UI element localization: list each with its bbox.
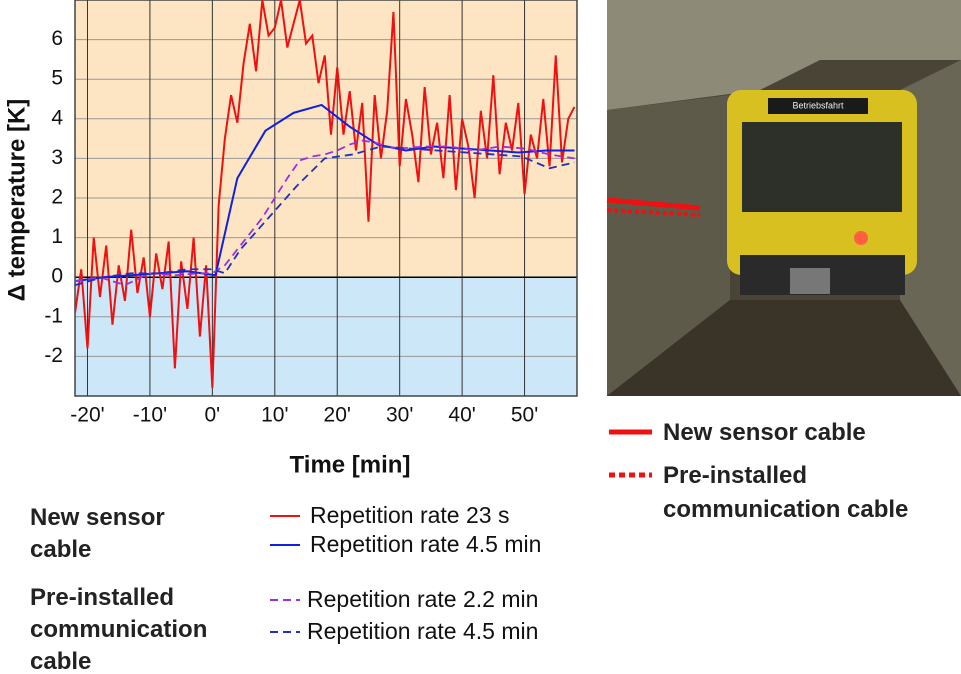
y-tick-label: 3 [51,146,63,169]
y-tick-label: 6 [51,27,63,50]
y-axis-label: Δ temperature [K] [3,99,30,302]
x-tick-label: 40' [448,404,475,427]
y-tick-label: 2 [51,186,63,209]
x-tick-label: 0' [205,404,221,427]
x-tick-label: 20' [324,404,351,427]
plot-bg-negative [75,277,577,396]
x-axis-label: Time [min] [290,451,411,478]
legend-group-label: New sensor cable [30,504,165,563]
y-tick-label: 1 [51,225,63,248]
y-tick-label: -2 [44,344,63,367]
legend-label: Repetition rate 4.5 min [310,531,542,557]
photo: Betriebsfahrt [607,0,961,396]
plot-bg-positive [75,0,577,278]
y-tick-label: 5 [51,67,63,90]
legend-label: Repetition rate 4.5 min [307,618,539,644]
photo-legend-label: New sensor cable [663,419,866,446]
train-sign: Betriebsfahrt [792,100,844,110]
y-tick-label: -1 [44,304,63,327]
plot-lines [75,0,576,389]
photo-legend-label: Pre-installed communication cable [663,462,909,523]
x-tick-label: -10' [133,404,167,427]
y-tick-label: 0 [51,265,63,288]
y-tick-label: 4 [51,106,63,129]
legend-group-label: Pre-installed communication cable [30,584,208,674]
series-line [75,139,575,287]
cable-overlay [606,197,701,211]
plot-frame [74,0,578,397]
series-line [75,0,576,389]
x-tick-label: 30' [386,404,413,427]
legend-label: Repetition rate 2.2 min [307,586,539,612]
x-tick-label: -20' [70,404,104,427]
x-tick-label: 50' [511,404,538,427]
legend-label: Repetition rate 23 s [310,502,510,528]
x-tick-label: 10' [261,404,288,427]
cable-overlay [606,208,701,217]
series-line [75,145,575,286]
